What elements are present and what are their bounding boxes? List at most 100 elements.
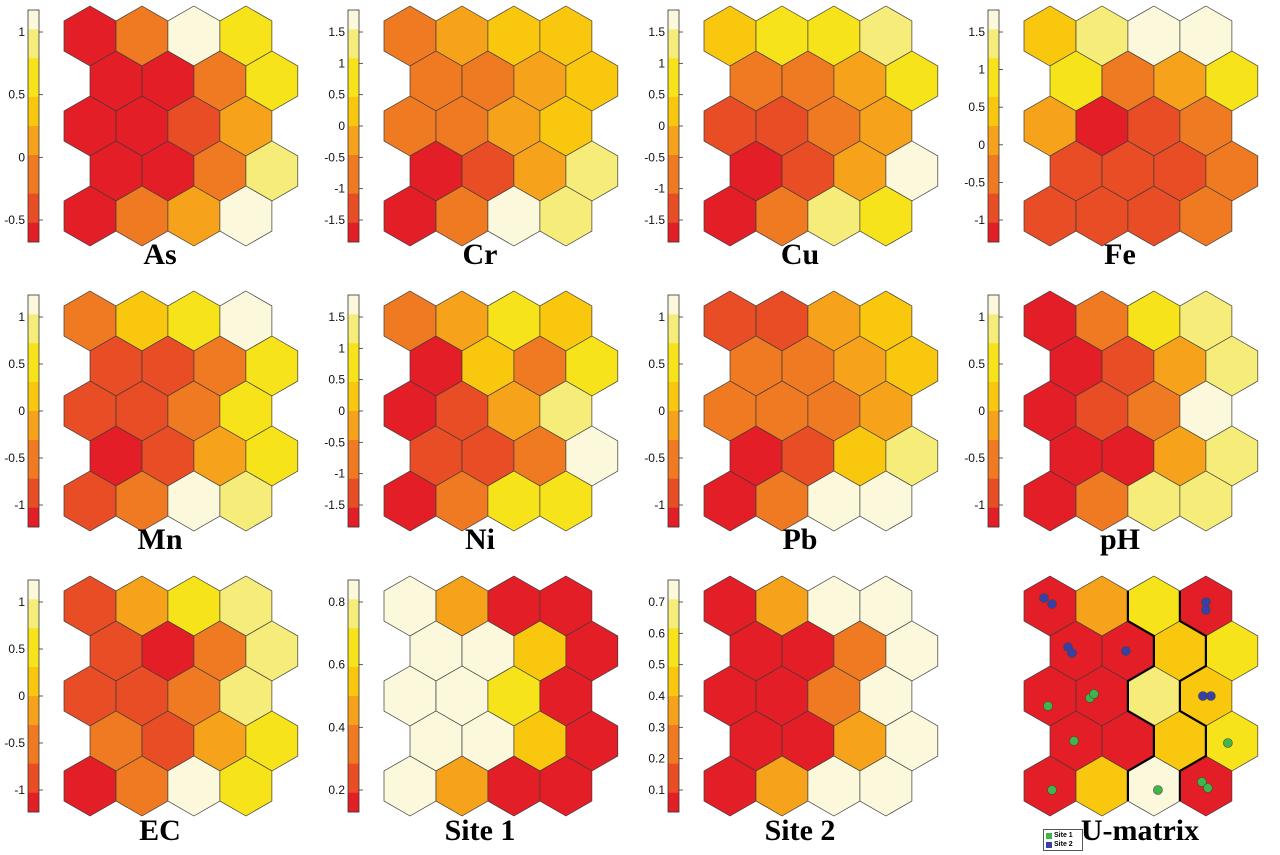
colorbar-tick-label: -0.5 <box>644 150 665 164</box>
colorbar-tick-label: 0.5 <box>328 373 345 387</box>
hex-map: 1.5 1 0.5 0 -0.5 -1 -1.5 <box>644 5 939 247</box>
panel-title: Cr <box>462 238 498 271</box>
panel-title: As <box>143 238 177 271</box>
colorbar-tick-label: -1 <box>974 213 985 227</box>
colorbar-segment <box>28 391 39 402</box>
colorbar-segment <box>348 19 359 30</box>
colorbar-segment <box>988 48 999 59</box>
colorbar-segment <box>348 343 359 354</box>
colorbar-segment <box>668 517 679 528</box>
colorbar-segment <box>988 222 999 233</box>
colorbar-tick-label: -1 <box>334 467 345 481</box>
hex-map: 1.5 1 0.5 0 -0.5 -1 -1.5 <box>324 290 619 532</box>
site1-marker <box>1153 785 1163 795</box>
colorbar-segment <box>668 498 679 508</box>
panel-title: EC <box>139 814 181 847</box>
hex-cell <box>539 755 593 817</box>
colorbar-segment <box>668 744 679 755</box>
colorbar-segment <box>348 754 359 764</box>
colorbar-segment <box>348 97 359 107</box>
panel-title: pH <box>1099 523 1141 556</box>
colorbar-segment <box>988 58 999 69</box>
colorbar-segment <box>988 29 999 40</box>
colorbar-segment <box>28 420 39 431</box>
colorbar-segment <box>988 304 999 315</box>
colorbar-segment <box>28 155 39 165</box>
colorbar-tick-label: 0.4 <box>648 689 665 703</box>
colorbar-tick-label: 0.5 <box>968 100 985 114</box>
colorbar-tick-label: -1 <box>14 783 25 797</box>
site2-marker <box>1047 599 1057 609</box>
colorbar-segment <box>348 48 359 59</box>
colorbar-segment <box>348 580 359 590</box>
colorbar-segment <box>988 333 999 344</box>
hex-cells <box>383 5 619 247</box>
colorbar-segment <box>348 599 359 610</box>
colorbar-segment <box>348 715 359 726</box>
colorbar-tick-label: 0.2 <box>648 752 665 766</box>
colorbar-segment <box>348 609 359 619</box>
colorbar-frame <box>347 579 360 813</box>
colorbar-segment <box>348 382 359 392</box>
cluster-boundary <box>1178 591 1207 801</box>
colorbar-segment <box>988 478 999 489</box>
colorbar-tick-label: -0.5 <box>4 451 25 465</box>
colorbar-tick-label: 1.5 <box>328 310 345 324</box>
colorbar-segment <box>668 116 679 127</box>
colorbar-segment <box>668 58 679 69</box>
colorbar-segment <box>988 39 999 49</box>
colorbar-segment <box>348 391 359 402</box>
colorbar-tick-label: 0.2 <box>328 783 345 797</box>
panel-title: Site 2 <box>764 814 836 847</box>
colorbar-segment <box>28 676 39 687</box>
legend-site2-swatch <box>1046 841 1052 848</box>
hex-cells <box>383 575 619 817</box>
colorbar-segment <box>668 599 679 610</box>
colorbar-segment <box>28 10 39 20</box>
colorbar-segment <box>28 213 39 223</box>
colorbar-segment <box>668 324 679 334</box>
colorbar-segment <box>28 106 39 117</box>
colorbar-segment <box>348 39 359 49</box>
colorbar-segment <box>348 705 359 716</box>
component-plane-cr: 1.5 1 0.5 0 -0.5 -1 -1.5 Cr <box>320 0 640 285</box>
colorbar-segment <box>28 193 39 204</box>
colorbar-segment <box>668 754 679 764</box>
site1-marker <box>1047 785 1057 795</box>
colorbar-segment <box>28 126 39 136</box>
colorbar-segment <box>668 705 679 716</box>
colorbar-segment <box>668 353 679 363</box>
colorbar-segment <box>28 599 39 610</box>
colorbar-tick-label: -1.5 <box>644 213 665 227</box>
colorbar-segment <box>668 68 679 78</box>
colorbar-segment <box>668 657 679 668</box>
colorbar-segment <box>348 324 359 334</box>
colorbar: 0.8 0.6 0.4 0.2 <box>328 579 363 813</box>
legend-site2-row: Site 2 <box>1046 840 1080 849</box>
colorbar: 1 0.5 0 -0.5 <box>4 9 43 243</box>
colorbar-segment <box>28 667 39 677</box>
colorbar-segment <box>668 440 679 450</box>
colorbar-tick-label: -0.5 <box>964 175 985 189</box>
colorbar-segment <box>988 203 999 214</box>
colorbar-segment <box>668 488 679 499</box>
hex-cells <box>1023 5 1259 247</box>
colorbar-tick-label: 0.5 <box>648 88 665 102</box>
colorbar-tick-label: -1 <box>654 182 665 196</box>
colorbar-segment <box>668 382 679 392</box>
colorbar-segment <box>348 10 359 20</box>
colorbar-segment <box>348 657 359 668</box>
colorbar-segment <box>28 58 39 69</box>
colorbar-segment <box>668 696 679 706</box>
colorbar-segment <box>348 647 359 658</box>
colorbar-tick-label: -1.5 <box>324 498 345 512</box>
colorbar-tick-label: 0 <box>18 404 25 418</box>
panel-title: Cu <box>780 238 820 271</box>
colorbar-tick-label: 1.5 <box>968 25 985 39</box>
colorbar-segment <box>28 773 39 784</box>
colorbar-segment <box>348 792 359 803</box>
colorbar-segment <box>668 222 679 233</box>
legend-site1-row: Site 1 <box>1046 831 1080 840</box>
colorbar: 0.7 0.6 0.5 0.4 0.3 0.2 0.1 <box>648 579 683 813</box>
colorbar-segment <box>28 763 39 774</box>
